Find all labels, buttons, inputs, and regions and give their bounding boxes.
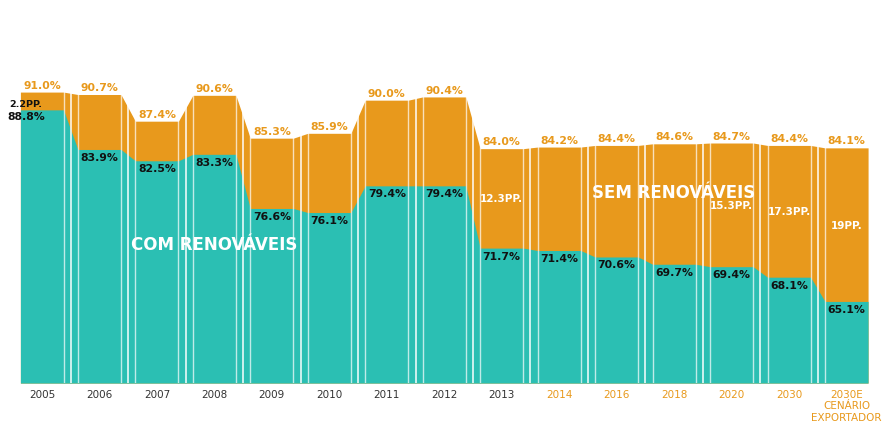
Text: 84.1%: 84.1% bbox=[828, 136, 865, 146]
Text: 76.6%: 76.6% bbox=[252, 211, 291, 222]
Text: 69.7%: 69.7% bbox=[655, 267, 693, 277]
Text: 82.5%: 82.5% bbox=[138, 164, 176, 174]
Text: 65.1%: 65.1% bbox=[828, 304, 865, 314]
Text: 84.4%: 84.4% bbox=[598, 134, 636, 144]
Text: 79.4%: 79.4% bbox=[425, 189, 463, 199]
Text: 84.2%: 84.2% bbox=[541, 135, 578, 145]
Text: 71.7%: 71.7% bbox=[483, 251, 521, 261]
Text: 71.4%: 71.4% bbox=[541, 253, 578, 263]
Text: 17.3PP.: 17.3PP. bbox=[767, 207, 811, 217]
Text: 15.3PP.: 15.3PP. bbox=[710, 200, 753, 210]
Text: SEM RENOVÁVEIS: SEM RENOVÁVEIS bbox=[592, 184, 756, 201]
Text: 69.4%: 69.4% bbox=[713, 270, 750, 279]
Text: 84.4%: 84.4% bbox=[770, 134, 808, 144]
Text: 90.7%: 90.7% bbox=[80, 83, 119, 93]
Text: COM RENOVÁVEIS: COM RENOVÁVEIS bbox=[131, 236, 298, 254]
Text: 90.4%: 90.4% bbox=[425, 85, 463, 95]
Text: 88.8%: 88.8% bbox=[7, 112, 45, 122]
Text: 79.4%: 79.4% bbox=[368, 189, 406, 199]
Text: 12.3PP.: 12.3PP. bbox=[480, 194, 524, 204]
Text: 85.3%: 85.3% bbox=[253, 127, 291, 136]
Text: 2.2PP.: 2.2PP. bbox=[10, 100, 42, 109]
Text: 87.4%: 87.4% bbox=[138, 109, 176, 119]
Text: 91.0%: 91.0% bbox=[23, 81, 61, 90]
Text: 68.1%: 68.1% bbox=[770, 280, 808, 290]
Text: 76.1%: 76.1% bbox=[310, 216, 348, 225]
Text: 83.3%: 83.3% bbox=[195, 157, 234, 167]
Text: 70.6%: 70.6% bbox=[598, 260, 636, 270]
Text: 85.9%: 85.9% bbox=[310, 121, 348, 132]
Text: 83.9%: 83.9% bbox=[80, 153, 119, 162]
Text: 84.7%: 84.7% bbox=[713, 131, 750, 141]
Text: 19PP.: 19PP. bbox=[830, 220, 863, 230]
Text: 90.0%: 90.0% bbox=[368, 89, 406, 98]
Text: 84.6%: 84.6% bbox=[655, 132, 693, 142]
Text: 84.0%: 84.0% bbox=[483, 137, 521, 147]
Text: 90.6%: 90.6% bbox=[195, 83, 234, 94]
